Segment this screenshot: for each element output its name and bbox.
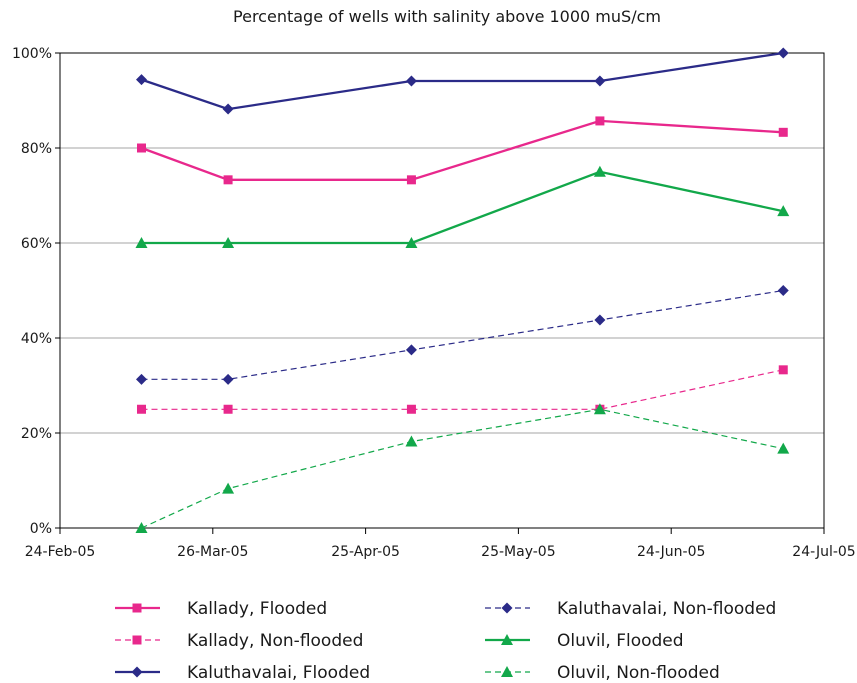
data-point bbox=[136, 404, 146, 414]
data-point bbox=[136, 143, 146, 153]
legend-item: Kaluthavalai, Flooded bbox=[115, 663, 370, 683]
data-point bbox=[777, 285, 789, 296]
data-point bbox=[405, 344, 417, 356]
legend-label: Kallady, Flooded bbox=[187, 599, 327, 619]
data-point bbox=[405, 435, 418, 447]
x-tick-label: 24-Jun-05 bbox=[637, 544, 705, 560]
x-tick-label: 25-Apr-05 bbox=[331, 544, 400, 560]
data-point bbox=[405, 237, 418, 248]
series bbox=[136, 116, 788, 185]
data-point bbox=[222, 103, 234, 115]
legend-label: Kaluthavalai, Non-flooded bbox=[557, 599, 776, 619]
data-point bbox=[594, 75, 606, 87]
y-tick-label: 40% bbox=[21, 331, 52, 347]
data-point bbox=[777, 47, 789, 59]
x-tick-label: 26-Mar-05 bbox=[177, 544, 248, 560]
y-axis: 0% 20% 40% 60% 80% 100% bbox=[12, 46, 60, 537]
data-point bbox=[135, 74, 147, 86]
data-point bbox=[222, 373, 234, 385]
legend-item: Oluvil, Non-flooded bbox=[485, 663, 720, 683]
data-point bbox=[223, 404, 233, 414]
plot-area bbox=[59, 52, 825, 529]
legend-marker bbox=[132, 635, 142, 645]
legend-item: Kaluthavalai, Non-flooded bbox=[485, 599, 776, 619]
data-point bbox=[135, 237, 148, 248]
data-point bbox=[135, 522, 148, 533]
legend-label: Oluvil, Flooded bbox=[557, 631, 684, 651]
series-layer bbox=[135, 47, 790, 533]
legend-marker bbox=[501, 666, 513, 677]
series bbox=[135, 47, 789, 115]
legend-item: Kallady, Non-flooded bbox=[115, 631, 363, 651]
series-line bbox=[141, 369, 784, 410]
gridlines bbox=[60, 147, 824, 434]
series-line bbox=[141, 51, 784, 111]
chart-title: Percentage of wells with salinity above … bbox=[233, 7, 661, 26]
x-axis: 24-Feb-05 26-Mar-05 25-Apr-05 25-May-05 24-J… bbox=[25, 528, 856, 560]
legend-marker bbox=[131, 666, 143, 678]
data-point bbox=[406, 175, 416, 185]
legend-label: Oluvil, Non-flooded bbox=[557, 663, 720, 683]
series-line bbox=[141, 170, 784, 245]
data-point bbox=[406, 404, 416, 414]
legend-marker bbox=[501, 602, 513, 614]
series bbox=[135, 165, 790, 248]
legend-label: Kallady, Non-flooded bbox=[187, 631, 363, 651]
series bbox=[135, 403, 790, 533]
data-point bbox=[778, 127, 788, 137]
legend-label: Kaluthavalai, Flooded bbox=[187, 663, 370, 683]
data-point bbox=[593, 165, 606, 177]
data-point bbox=[595, 116, 605, 126]
legend-marker bbox=[132, 603, 142, 613]
data-point bbox=[593, 403, 606, 415]
series-line bbox=[141, 289, 784, 380]
y-tick-label: 100% bbox=[12, 46, 52, 62]
data-point bbox=[777, 442, 790, 454]
data-point bbox=[778, 365, 788, 375]
x-tick-label: 24-Feb-05 bbox=[25, 544, 96, 560]
legend-item: Kallady, Flooded bbox=[115, 599, 327, 619]
series bbox=[136, 365, 788, 414]
data-point bbox=[222, 237, 235, 248]
data-point bbox=[222, 482, 235, 494]
data-point bbox=[405, 75, 417, 87]
series-line bbox=[141, 119, 784, 181]
series-line bbox=[141, 408, 784, 529]
y-tick-label: 0% bbox=[30, 521, 52, 537]
data-point bbox=[594, 314, 606, 326]
y-tick-label: 60% bbox=[21, 236, 52, 252]
series bbox=[135, 285, 789, 385]
x-tick-label: 25-May-05 bbox=[481, 544, 555, 560]
legend-item: Oluvil, Flooded bbox=[485, 631, 684, 651]
data-point bbox=[223, 175, 233, 185]
y-tick-label: 80% bbox=[21, 141, 52, 157]
legend-marker bbox=[501, 634, 513, 645]
data-point bbox=[135, 373, 147, 385]
x-tick-label: 24-Jul-05 bbox=[792, 544, 855, 560]
data-point bbox=[777, 205, 790, 217]
legend: Kallady, Flooded Kallady, Non-flooded Kalu… bbox=[115, 599, 776, 683]
y-tick-label: 20% bbox=[21, 426, 52, 442]
